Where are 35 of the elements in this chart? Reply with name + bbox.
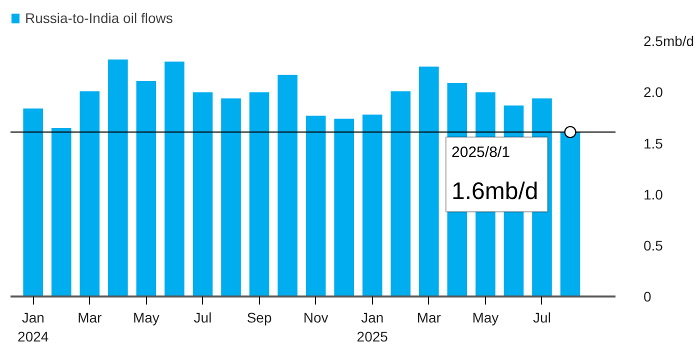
bar (278, 74, 298, 296)
y-tick-label: 0.5 (644, 237, 664, 254)
bar (136, 80, 156, 296)
x-tick-label: May (472, 310, 499, 326)
bar (560, 132, 580, 296)
bar (192, 92, 213, 296)
bar (108, 60, 128, 296)
annotation: 2025/8/1 (452, 144, 510, 161)
bar (306, 116, 326, 296)
bar (51, 128, 72, 296)
x-tick-label: Jul (194, 310, 212, 326)
x-tick-label: Mar (416, 310, 442, 326)
bar (334, 118, 354, 296)
y-tick-label: 2.0 (644, 84, 664, 100)
annotation: 1.6mb/d (452, 178, 538, 205)
x-tick-label: May (132, 310, 160, 326)
bar (80, 91, 100, 296)
bar (419, 66, 439, 296)
bar (390, 91, 411, 296)
bar (23, 108, 44, 296)
y-tick-label: 1.0 (644, 186, 664, 202)
x-tick-label: Jan 2025 (356, 310, 388, 345)
y-tick-label: 0 (644, 288, 652, 304)
x-tick-label: Mar (78, 310, 102, 326)
bar (362, 114, 382, 296)
y-tick-label: 2.5mb/d (644, 33, 694, 50)
bar (164, 62, 184, 296)
y-tick-label: 1.5 (644, 135, 664, 152)
legend-label: Russia-to-India oil flows (25, 10, 173, 26)
bar (221, 98, 241, 296)
x-tick-label: Jul (533, 310, 551, 326)
x-tick-label: Sep (246, 310, 272, 326)
bar (249, 92, 270, 296)
x-tick-label: Nov (303, 310, 328, 326)
x-tick-label: Jan 2024 (18, 310, 49, 345)
